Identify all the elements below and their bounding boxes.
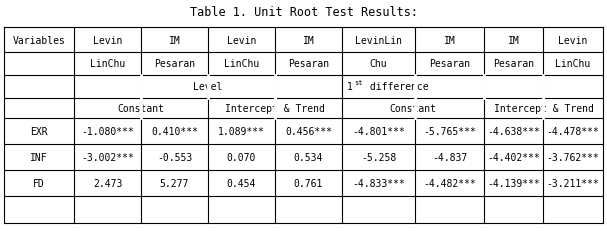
Text: LinChu: LinChu bbox=[224, 59, 259, 69]
Text: 0.410***: 0.410*** bbox=[151, 126, 198, 137]
Text: EXR: EXR bbox=[30, 126, 48, 137]
Text: Pesaran: Pesaran bbox=[493, 59, 534, 69]
Text: st: st bbox=[354, 80, 362, 86]
Text: Chu: Chu bbox=[370, 59, 387, 69]
Text: Pesaran: Pesaran bbox=[154, 59, 195, 69]
Text: IM: IM bbox=[507, 35, 520, 45]
Text: -4.837: -4.837 bbox=[432, 152, 467, 162]
Text: Pesaran: Pesaran bbox=[429, 59, 470, 69]
Text: 5.277: 5.277 bbox=[160, 178, 189, 188]
Text: Level: Level bbox=[193, 82, 223, 92]
Text: -4.638***: -4.638*** bbox=[487, 126, 540, 137]
Text: 0.454: 0.454 bbox=[227, 178, 256, 188]
Text: -3.211***: -3.211*** bbox=[546, 178, 600, 188]
Text: 0.534: 0.534 bbox=[294, 152, 323, 162]
Text: Levin: Levin bbox=[227, 35, 256, 45]
Text: Constant: Constant bbox=[118, 103, 164, 113]
Text: Levin: Levin bbox=[558, 35, 588, 45]
Text: 0.070: 0.070 bbox=[227, 152, 256, 162]
Text: -5.765***: -5.765*** bbox=[423, 126, 476, 137]
Text: LevinLin: LevinLin bbox=[355, 35, 402, 45]
Text: -5.258: -5.258 bbox=[361, 152, 396, 162]
Text: IM: IM bbox=[303, 35, 314, 45]
Text: 1: 1 bbox=[347, 82, 353, 92]
Text: -4.833***: -4.833*** bbox=[352, 178, 405, 188]
Text: -3.002***: -3.002*** bbox=[81, 152, 134, 162]
Text: -0.553: -0.553 bbox=[157, 152, 192, 162]
Text: FD: FD bbox=[33, 178, 45, 188]
Text: Table 1. Unit Root Test Results:: Table 1. Unit Root Test Results: bbox=[189, 6, 418, 19]
Text: 2.473: 2.473 bbox=[93, 178, 122, 188]
Text: difference: difference bbox=[364, 82, 429, 92]
Text: 0.456***: 0.456*** bbox=[285, 126, 332, 137]
Text: -1.080***: -1.080*** bbox=[81, 126, 134, 137]
Text: -4.402***: -4.402*** bbox=[487, 152, 540, 162]
Text: INF: INF bbox=[30, 152, 48, 162]
Text: Pesaran: Pesaran bbox=[288, 59, 329, 69]
Text: Intercept & Trend: Intercept & Trend bbox=[493, 103, 594, 113]
Text: -4.139***: -4.139*** bbox=[487, 178, 540, 188]
Text: IM: IM bbox=[444, 35, 455, 45]
Text: IM: IM bbox=[169, 35, 180, 45]
Text: 0.761: 0.761 bbox=[294, 178, 323, 188]
Text: Intercept & Trend: Intercept & Trend bbox=[225, 103, 325, 113]
Text: Constant: Constant bbox=[390, 103, 436, 113]
Text: -3.762***: -3.762*** bbox=[546, 152, 600, 162]
Text: LinChu: LinChu bbox=[555, 59, 591, 69]
Text: Levin: Levin bbox=[93, 35, 122, 45]
Text: LinChu: LinChu bbox=[90, 59, 125, 69]
Text: 1.089***: 1.089*** bbox=[218, 126, 265, 137]
Text: -4.801***: -4.801*** bbox=[352, 126, 405, 137]
Text: -4.478***: -4.478*** bbox=[546, 126, 600, 137]
Text: Variables: Variables bbox=[13, 35, 66, 45]
Text: -4.482***: -4.482*** bbox=[423, 178, 476, 188]
